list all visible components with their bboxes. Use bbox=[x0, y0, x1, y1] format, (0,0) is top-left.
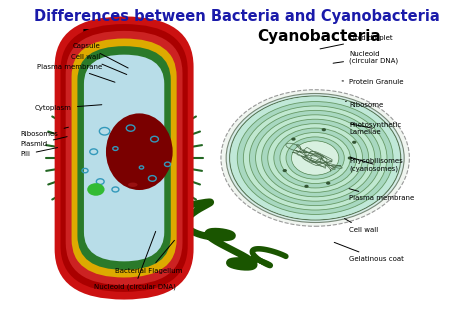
FancyBboxPatch shape bbox=[61, 24, 188, 292]
Text: Photosynthetic
Lamellae: Photosynthetic Lamellae bbox=[349, 122, 401, 135]
Text: Phycobilisomes
(cyanosomes): Phycobilisomes (cyanosomes) bbox=[349, 157, 403, 172]
Circle shape bbox=[286, 137, 344, 179]
Circle shape bbox=[262, 119, 369, 197]
Circle shape bbox=[87, 183, 105, 196]
Text: Cell wall: Cell wall bbox=[345, 219, 378, 233]
Text: Bacterial Flagellum: Bacterial Flagellum bbox=[116, 240, 183, 274]
Text: Capsule: Capsule bbox=[73, 43, 128, 68]
Ellipse shape bbox=[106, 113, 173, 190]
Circle shape bbox=[229, 96, 401, 220]
Text: Bacteria: Bacteria bbox=[82, 29, 154, 44]
Text: Gelatinous coat: Gelatinous coat bbox=[334, 242, 404, 262]
FancyBboxPatch shape bbox=[72, 39, 177, 277]
Circle shape bbox=[255, 115, 375, 201]
Circle shape bbox=[304, 185, 309, 188]
Text: Pili: Pili bbox=[21, 148, 57, 157]
Circle shape bbox=[249, 110, 381, 206]
Text: Ribosome: Ribosome bbox=[346, 101, 383, 107]
Circle shape bbox=[230, 97, 400, 219]
Circle shape bbox=[274, 128, 356, 188]
Text: Cytoplasm: Cytoplasm bbox=[35, 105, 102, 111]
Circle shape bbox=[322, 128, 326, 131]
Text: Plasmid: Plasmid bbox=[21, 137, 67, 148]
Text: Lipid droplet: Lipid droplet bbox=[320, 35, 392, 49]
Circle shape bbox=[298, 146, 332, 170]
FancyBboxPatch shape bbox=[77, 46, 171, 270]
Circle shape bbox=[280, 132, 350, 184]
Text: Plasma membrane: Plasma membrane bbox=[37, 64, 115, 82]
Text: Nucleoid
(circular DNA): Nucleoid (circular DNA) bbox=[333, 51, 398, 64]
Circle shape bbox=[221, 90, 410, 226]
Circle shape bbox=[348, 156, 352, 160]
FancyBboxPatch shape bbox=[55, 16, 193, 300]
Circle shape bbox=[292, 137, 296, 141]
Text: Differences between Bacteria and Cyanobacteria: Differences between Bacteria and Cyanoba… bbox=[34, 9, 440, 24]
Text: Cell wall: Cell wall bbox=[71, 54, 127, 75]
Text: Ribosomes: Ribosomes bbox=[21, 127, 68, 137]
Circle shape bbox=[268, 124, 363, 192]
Circle shape bbox=[326, 182, 330, 185]
Ellipse shape bbox=[128, 183, 137, 187]
Text: Nucleoid (circular DNA): Nucleoid (circular DNA) bbox=[94, 231, 175, 290]
Circle shape bbox=[292, 141, 338, 175]
Circle shape bbox=[243, 106, 387, 210]
Text: Cyanobacteria: Cyanobacteria bbox=[258, 29, 382, 44]
FancyBboxPatch shape bbox=[66, 31, 182, 285]
Text: Plasma membrane: Plasma membrane bbox=[349, 189, 414, 201]
Text: Protein Granule: Protein Granule bbox=[342, 79, 403, 85]
FancyBboxPatch shape bbox=[84, 55, 164, 261]
Circle shape bbox=[292, 141, 339, 175]
Circle shape bbox=[283, 169, 287, 172]
Circle shape bbox=[237, 101, 393, 215]
Circle shape bbox=[352, 141, 356, 144]
Circle shape bbox=[226, 94, 404, 222]
